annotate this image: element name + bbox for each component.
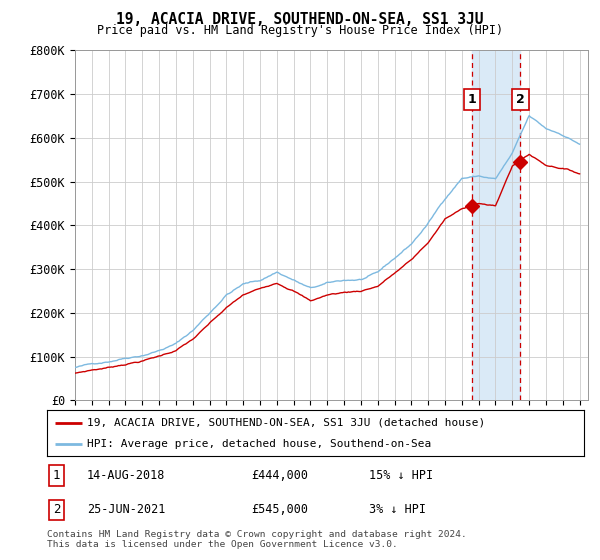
Text: 1: 1 <box>468 93 476 106</box>
Text: 19, ACACIA DRIVE, SOUTHEND-ON-SEA, SS1 3JU (detached house): 19, ACACIA DRIVE, SOUTHEND-ON-SEA, SS1 3… <box>87 418 485 428</box>
Bar <box>472 50 520 400</box>
Text: 1: 1 <box>53 469 60 482</box>
Text: 15% ↓ HPI: 15% ↓ HPI <box>369 469 433 482</box>
Text: 2: 2 <box>53 503 60 516</box>
Text: Contains HM Land Registry data © Crown copyright and database right 2024.
This d: Contains HM Land Registry data © Crown c… <box>47 530 467 549</box>
Text: 25-JUN-2021: 25-JUN-2021 <box>87 503 166 516</box>
Text: HPI: Average price, detached house, Southend-on-Sea: HPI: Average price, detached house, Sout… <box>87 439 431 449</box>
Text: £444,000: £444,000 <box>251 469 308 482</box>
Text: 3% ↓ HPI: 3% ↓ HPI <box>369 503 426 516</box>
Text: 19, ACACIA DRIVE, SOUTHEND-ON-SEA, SS1 3JU: 19, ACACIA DRIVE, SOUTHEND-ON-SEA, SS1 3… <box>116 12 484 27</box>
Text: 14-AUG-2018: 14-AUG-2018 <box>87 469 166 482</box>
Text: £545,000: £545,000 <box>251 503 308 516</box>
Text: 2: 2 <box>516 93 525 106</box>
Text: Price paid vs. HM Land Registry's House Price Index (HPI): Price paid vs. HM Land Registry's House … <box>97 24 503 37</box>
